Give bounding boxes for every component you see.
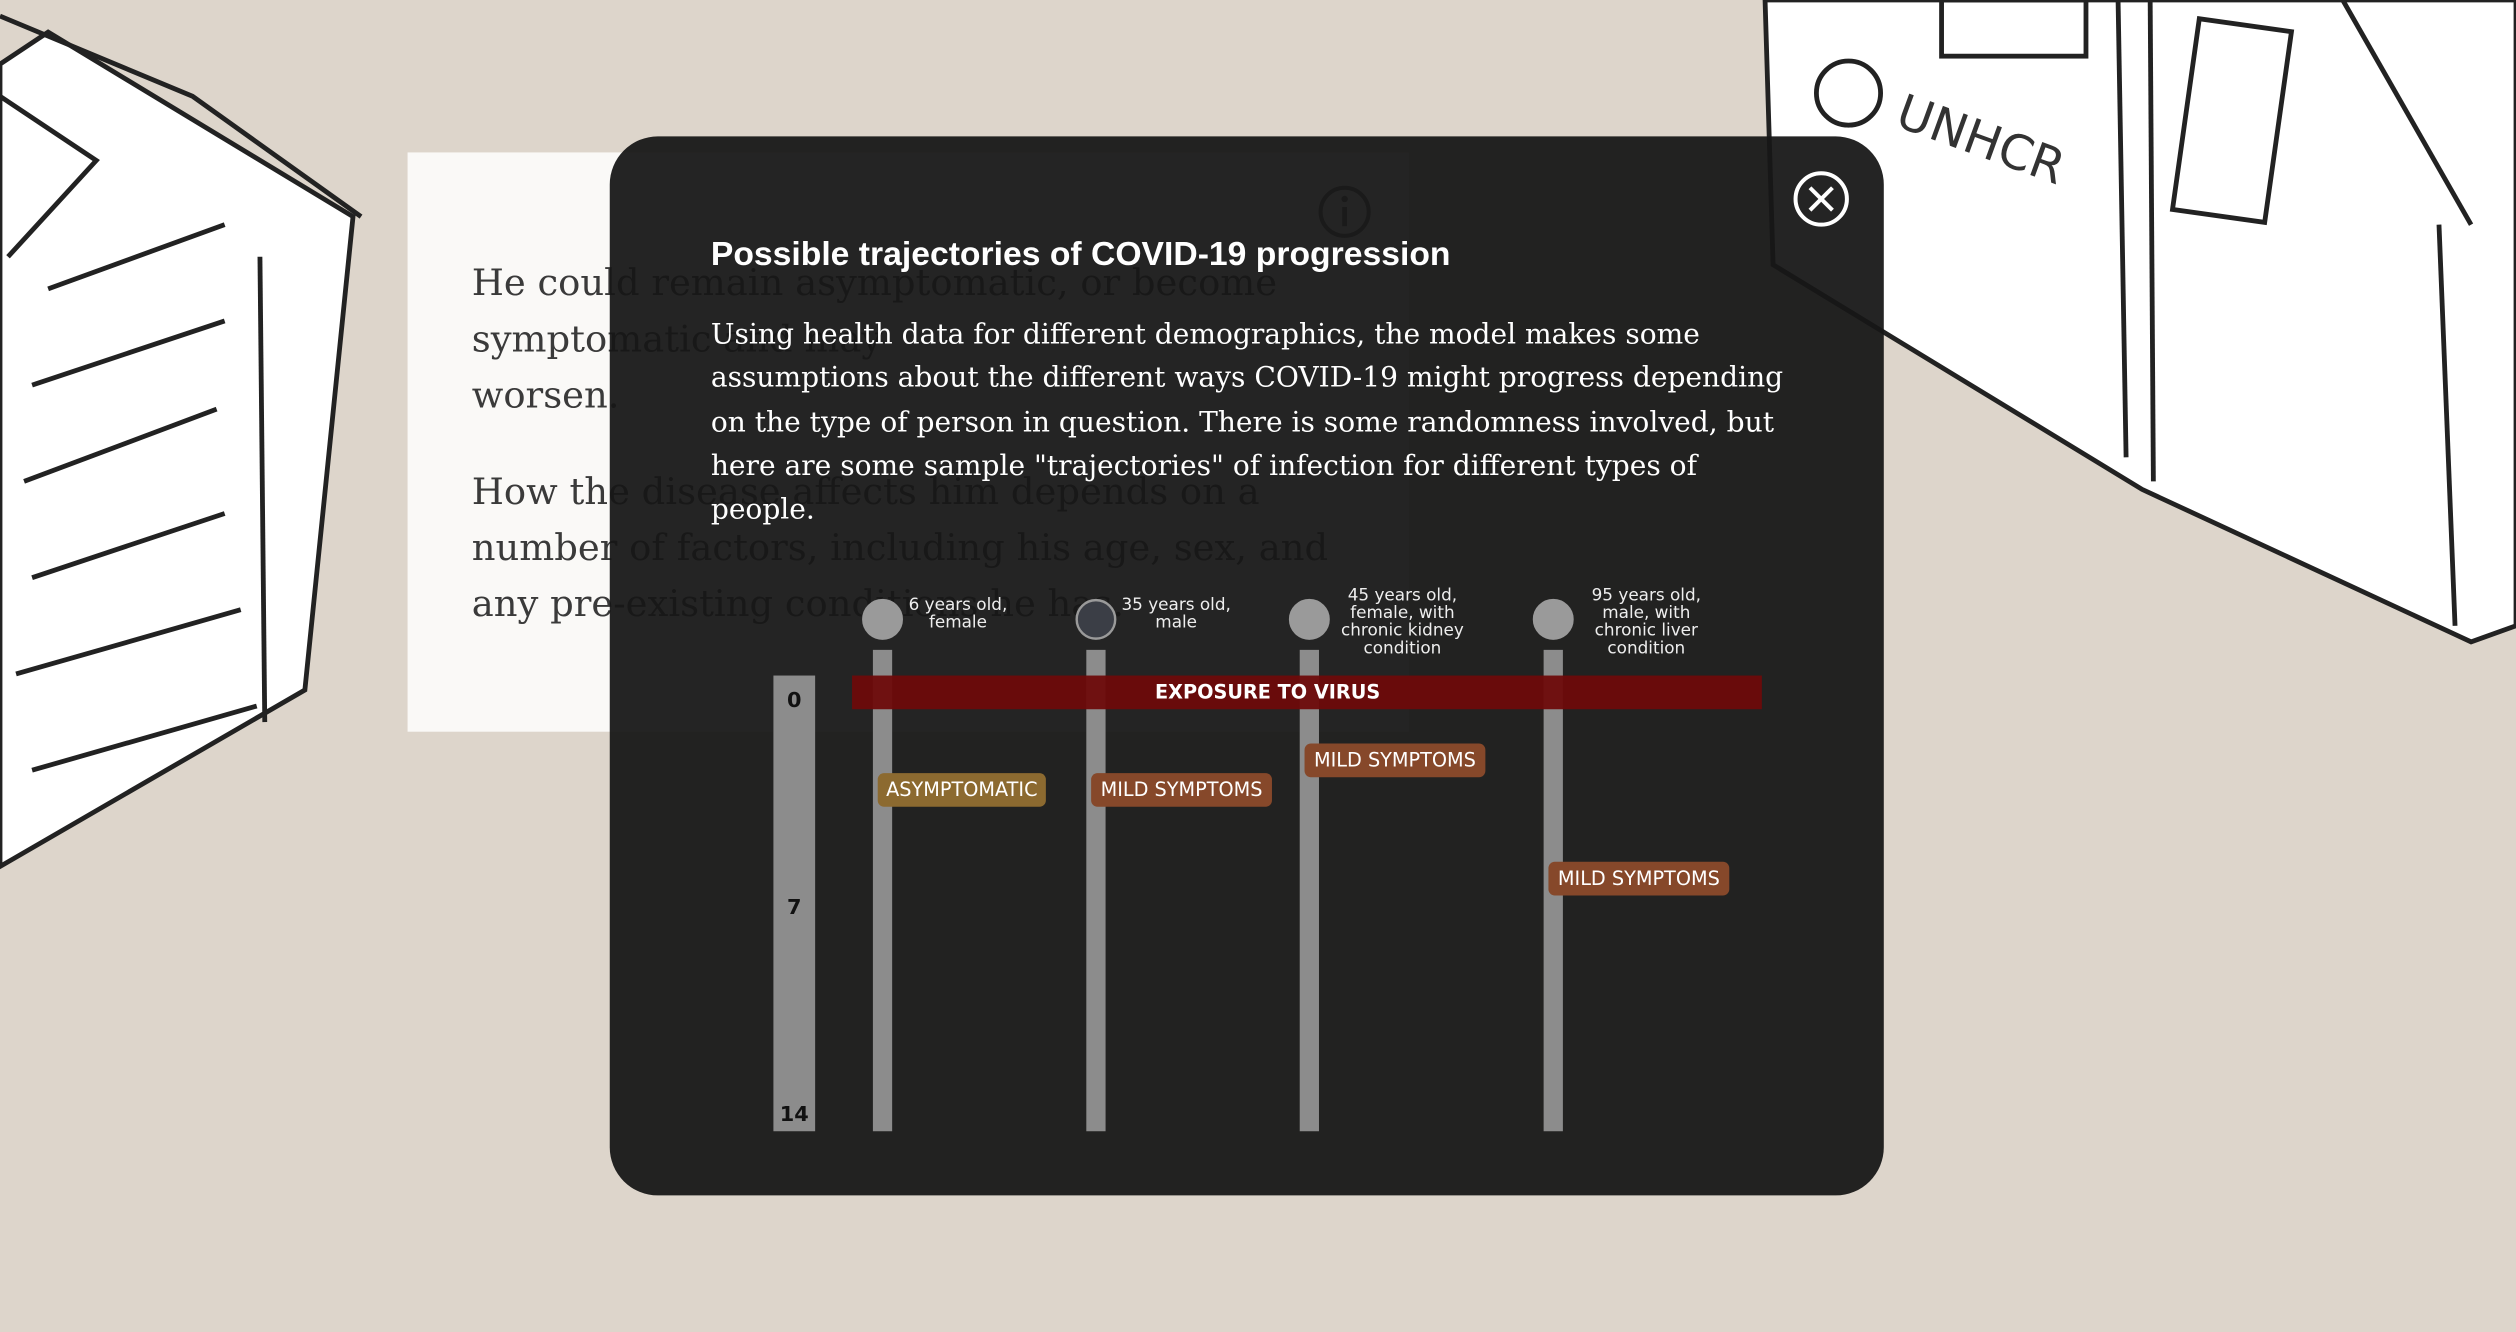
status-tag-bg — [877, 773, 1046, 807]
status-tag-label: MILD SYMPTOMS — [1101, 778, 1263, 801]
status-tag-bg — [1304, 743, 1486, 778]
person-label: female, with — [1350, 602, 1454, 622]
person-marker — [862, 598, 903, 640]
status-tag-bg — [1091, 773, 1272, 807]
person-label: 95 years old, — [1592, 584, 1701, 604]
day-tick-label: 14 — [780, 1102, 809, 1126]
exposure-band — [852, 675, 1762, 710]
left-house — [0, 13, 363, 870]
status-tag: MILD SYMPTOMS — [1548, 861, 1730, 896]
person-marker — [1075, 598, 1117, 640]
trajectory-bar — [1299, 649, 1319, 1132]
status-tag-label: ASYMPTOMATIC — [886, 778, 1037, 801]
close-button[interactable] — [1791, 168, 1852, 229]
day-tick-label: 7 — [787, 895, 802, 919]
status-tag-label: MILD SYMPTOMS — [1558, 867, 1720, 890]
status-tag-label: MILD SYMPTOMS — [1314, 749, 1476, 772]
person-label: chronic kidney — [1341, 620, 1464, 640]
day-axis — [773, 675, 816, 1132]
person-label: female — [929, 612, 987, 632]
status-tag: MILD SYMPTOMS — [1304, 743, 1486, 778]
trajectory-bar — [872, 649, 893, 1132]
person-marker — [1532, 598, 1574, 640]
modal-title: Possible trajectories of COVID-19 progre… — [710, 235, 1451, 273]
person-label: male, with — [1602, 602, 1690, 622]
modal: Possible trajectories of COVID-19 progre… — [609, 136, 1884, 1196]
person-label: chronic liver — [1595, 620, 1698, 640]
person-label: 35 years old, — [1121, 594, 1230, 614]
person-label: condition — [1364, 637, 1442, 657]
status-tag: ASYMPTOMATIC — [877, 773, 1046, 807]
paragraph-line: worsen. — [471, 375, 620, 418]
exposure-label: EXPOSURE TO VIRUS — [1155, 681, 1380, 704]
person-label: 45 years old, — [1348, 584, 1457, 604]
status-tag-bg — [1548, 861, 1730, 896]
day-tick-label: 0 — [787, 688, 802, 712]
modal-description: Using health data for different demograp… — [710, 319, 1784, 527]
person-label: male — [1155, 612, 1197, 632]
person-label: condition — [1607, 637, 1685, 657]
person-marker — [1288, 598, 1330, 640]
status-tag: MILD SYMPTOMS — [1091, 773, 1272, 807]
trajectory-bar — [1086, 649, 1106, 1132]
person-label: 6 years old, — [909, 594, 1008, 614]
